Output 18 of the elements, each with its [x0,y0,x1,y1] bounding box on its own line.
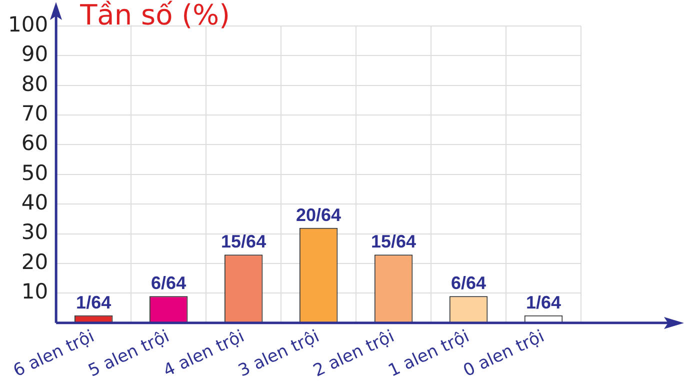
y-tick-label: 100 [8,12,48,36]
data-label: 6/64 [450,273,486,294]
data-label: 20/64 [296,204,342,225]
data-label: 15/64 [371,232,416,252]
y-tick-label: 50 [21,160,48,185]
y-tick-label: 30 [21,220,48,244]
y-tick-label: 60 [21,131,48,156]
y-tick-label: 70 [21,102,48,126]
y-tick-label: 40 [21,190,48,215]
y-tick-label: 20 [21,250,48,274]
y-axis-title: Tần số (%) [79,0,230,32]
data-label: 15/64 [221,232,266,252]
data-label: 1/64 [526,292,562,312]
y-tick-label: 10 [21,280,48,304]
y-tick-label: 80 [21,72,48,96]
data-label: 1/64 [76,292,112,312]
data-label: 6/64 [151,273,186,294]
y-tick-label: 90 [21,42,48,66]
